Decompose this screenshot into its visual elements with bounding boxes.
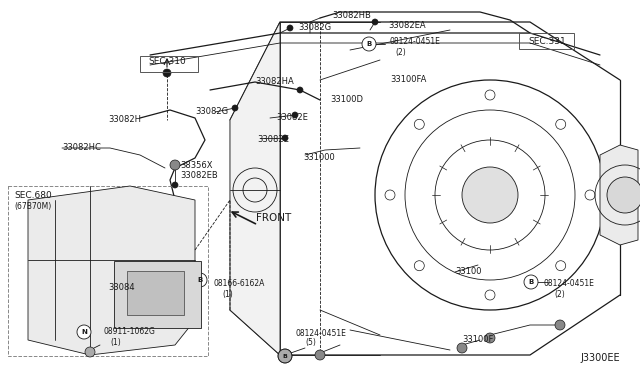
Circle shape: [462, 167, 518, 223]
Circle shape: [372, 19, 378, 25]
Bar: [519, 33, 574, 49]
FancyBboxPatch shape: [114, 261, 201, 328]
Text: 38356X: 38356X: [180, 160, 212, 170]
Text: B: B: [197, 277, 203, 283]
Bar: [8, 186, 208, 356]
Circle shape: [278, 349, 292, 363]
Circle shape: [524, 275, 538, 289]
Text: 33082EB: 33082EB: [180, 171, 218, 180]
Polygon shape: [230, 22, 280, 355]
Text: (2): (2): [554, 289, 564, 298]
Text: FRONT: FRONT: [256, 213, 291, 223]
Circle shape: [170, 160, 180, 170]
Text: 08124-0451E: 08124-0451E: [390, 36, 441, 45]
Circle shape: [607, 177, 640, 213]
Text: (1): (1): [222, 289, 233, 298]
Text: 08911-1062G: 08911-1062G: [103, 327, 155, 337]
Text: 33082HC: 33082HC: [62, 144, 101, 153]
Text: B: B: [283, 353, 287, 359]
Circle shape: [292, 112, 298, 118]
Text: 33082EA: 33082EA: [388, 22, 426, 31]
Bar: [140, 56, 198, 72]
Circle shape: [85, 347, 95, 357]
Text: SEC.310: SEC.310: [148, 58, 186, 67]
Circle shape: [172, 182, 178, 188]
Text: B: B: [366, 41, 372, 47]
Text: 33082HB: 33082HB: [332, 12, 371, 20]
Text: 331000: 331000: [303, 153, 335, 161]
Text: (1): (1): [110, 337, 121, 346]
Circle shape: [282, 135, 288, 141]
Text: N: N: [81, 329, 87, 335]
Circle shape: [555, 320, 565, 330]
Text: 33100D: 33100D: [330, 96, 363, 105]
Polygon shape: [600, 145, 638, 245]
FancyBboxPatch shape: [127, 271, 184, 315]
Circle shape: [163, 69, 171, 77]
Text: 33082G: 33082G: [298, 23, 331, 32]
Text: 33100FA: 33100FA: [390, 76, 426, 84]
Text: (2): (2): [395, 48, 406, 57]
Text: 33082G: 33082G: [195, 108, 228, 116]
Text: 08124-0451E: 08124-0451E: [296, 328, 347, 337]
Text: B: B: [529, 279, 534, 285]
Text: 33082H: 33082H: [108, 115, 141, 125]
Text: 08166-6162A: 08166-6162A: [213, 279, 264, 289]
Circle shape: [287, 25, 293, 31]
Text: SEC.331: SEC.331: [528, 36, 566, 45]
Text: 33100F: 33100F: [462, 336, 493, 344]
Circle shape: [485, 333, 495, 343]
Circle shape: [77, 325, 91, 339]
Text: 33100: 33100: [455, 267, 481, 276]
Circle shape: [362, 37, 376, 51]
Text: 33082HA: 33082HA: [255, 77, 294, 87]
Text: 33084: 33084: [108, 283, 134, 292]
Text: SEC.680: SEC.680: [14, 192, 52, 201]
Circle shape: [297, 87, 303, 93]
Text: 33082E: 33082E: [257, 135, 289, 144]
Circle shape: [193, 273, 207, 287]
Text: (67B70M): (67B70M): [14, 202, 51, 212]
Text: (5): (5): [305, 339, 316, 347]
Circle shape: [232, 105, 238, 111]
Text: 08124-0451E: 08124-0451E: [543, 279, 594, 289]
Text: J3300EE: J3300EE: [580, 353, 620, 363]
Circle shape: [457, 343, 467, 353]
Circle shape: [315, 350, 325, 360]
Polygon shape: [28, 186, 195, 355]
Text: 33082E: 33082E: [276, 113, 308, 122]
